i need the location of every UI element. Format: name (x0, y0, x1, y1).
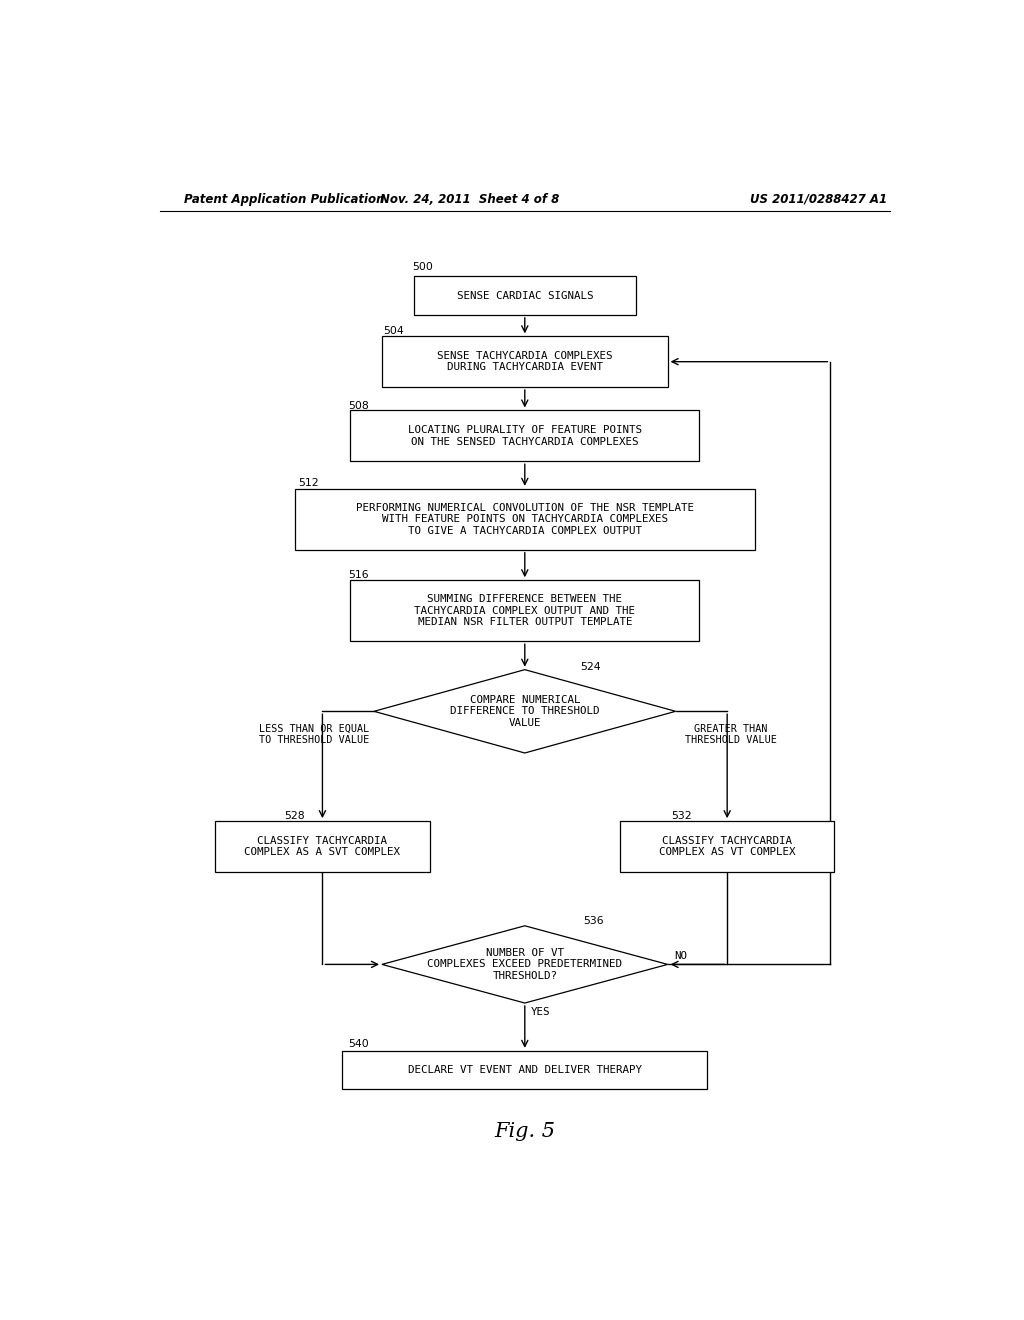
Text: 508: 508 (348, 401, 369, 412)
Text: SENSE TACHYCARDIA COMPLEXES
DURING TACHYCARDIA EVENT: SENSE TACHYCARDIA COMPLEXES DURING TACHY… (437, 351, 612, 372)
Text: 504: 504 (384, 326, 404, 337)
Text: CLASSIFY TACHYCARDIA
COMPLEX AS A SVT COMPLEX: CLASSIFY TACHYCARDIA COMPLEX AS A SVT CO… (245, 836, 400, 857)
FancyBboxPatch shape (350, 411, 699, 461)
FancyBboxPatch shape (342, 1051, 708, 1089)
Text: Nov. 24, 2011  Sheet 4 of 8: Nov. 24, 2011 Sheet 4 of 8 (380, 193, 559, 206)
Text: 524: 524 (581, 661, 601, 672)
FancyBboxPatch shape (620, 821, 835, 873)
Text: CLASSIFY TACHYCARDIA
COMPLEX AS VT COMPLEX: CLASSIFY TACHYCARDIA COMPLEX AS VT COMPL… (658, 836, 796, 857)
Text: NO: NO (674, 952, 687, 961)
Text: 516: 516 (348, 570, 369, 581)
Text: LESS THAN OR EQUAL
TO THRESHOLD VALUE: LESS THAN OR EQUAL TO THRESHOLD VALUE (259, 723, 370, 744)
FancyBboxPatch shape (215, 821, 430, 873)
Text: LOCATING PLURALITY OF FEATURE POINTS
ON THE SENSED TACHYCARDIA COMPLEXES: LOCATING PLURALITY OF FEATURE POINTS ON … (408, 425, 642, 446)
Polygon shape (374, 669, 676, 752)
Text: 540: 540 (348, 1039, 370, 1049)
Text: 532: 532 (672, 810, 692, 821)
Text: SUMMING DIFFERENCE BETWEEN THE
TACHYCARDIA COMPLEX OUTPUT AND THE
MEDIAN NSR FIL: SUMMING DIFFERENCE BETWEEN THE TACHYCARD… (415, 594, 635, 627)
Text: 536: 536 (583, 916, 603, 925)
FancyBboxPatch shape (414, 276, 636, 315)
FancyBboxPatch shape (295, 488, 755, 549)
Text: 500: 500 (412, 263, 433, 272)
Text: GREATER THAN
THRESHOLD VALUE: GREATER THAN THRESHOLD VALUE (685, 723, 777, 744)
Text: COMPARE NUMERICAL
DIFFERENCE TO THRESHOLD
VALUE: COMPARE NUMERICAL DIFFERENCE TO THRESHOL… (451, 694, 599, 727)
Text: YES: YES (531, 1007, 551, 1018)
Text: 528: 528 (285, 810, 305, 821)
FancyBboxPatch shape (350, 581, 699, 642)
Text: Patent Application Publication: Patent Application Publication (183, 193, 384, 206)
Text: SENSE CARDIAC SIGNALS: SENSE CARDIAC SIGNALS (457, 290, 593, 301)
Text: Fig. 5: Fig. 5 (495, 1122, 555, 1140)
Text: DECLARE VT EVENT AND DELIVER THERAPY: DECLARE VT EVENT AND DELIVER THERAPY (408, 1065, 642, 1074)
FancyBboxPatch shape (382, 337, 668, 387)
Text: US 2011/0288427 A1: US 2011/0288427 A1 (750, 193, 887, 206)
Text: NUMBER OF VT
COMPLEXES EXCEED PREDETERMINED
THRESHOLD?: NUMBER OF VT COMPLEXES EXCEED PREDETERMI… (427, 948, 623, 981)
Polygon shape (382, 925, 668, 1003)
Text: PERFORMING NUMERICAL CONVOLUTION OF THE NSR TEMPLATE
WITH FEATURE POINTS ON TACH: PERFORMING NUMERICAL CONVOLUTION OF THE … (355, 503, 694, 536)
Text: 512: 512 (299, 478, 319, 487)
